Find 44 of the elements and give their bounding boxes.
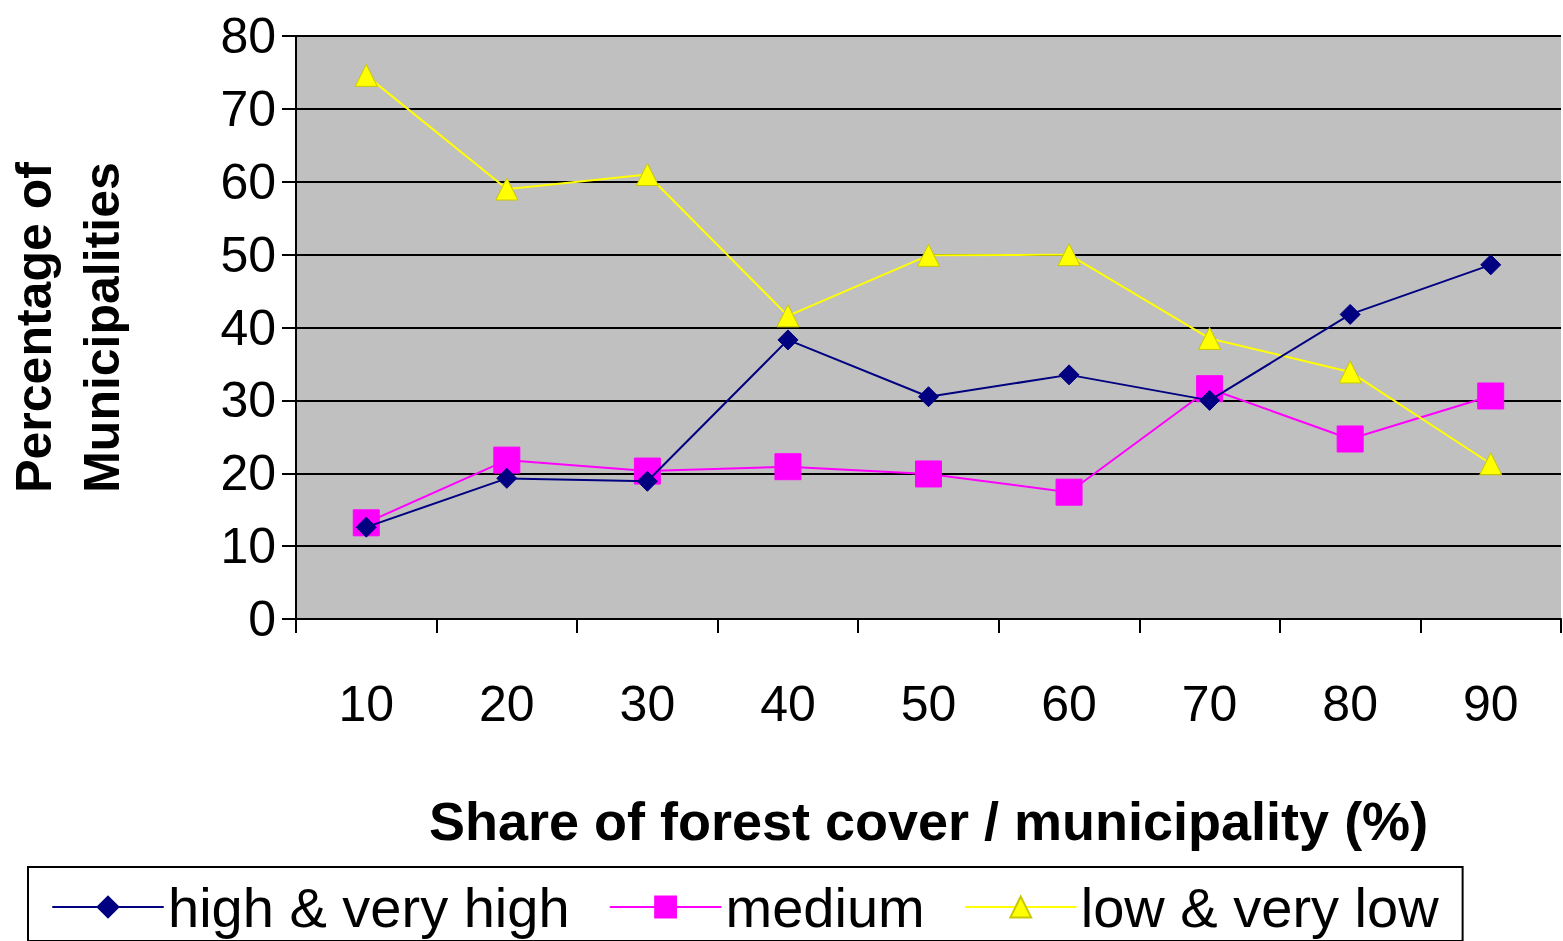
- x-tick-label: 60: [1041, 676, 1097, 732]
- y-tick-label: 20: [220, 445, 276, 502]
- x-tick-label: 80: [1322, 676, 1378, 732]
- point: [1336, 425, 1364, 453]
- x-tick-label: 30: [619, 676, 676, 732]
- point: [1477, 382, 1505, 410]
- point: [1055, 478, 1083, 506]
- legend-label: low & very low: [1080, 875, 1440, 939]
- point: [774, 453, 802, 481]
- point: [1198, 326, 1222, 350]
- x-tick-label: 90: [1462, 676, 1519, 732]
- point: [495, 177, 519, 201]
- x-tick-label: 70: [1181, 676, 1238, 732]
- point: [915, 460, 942, 488]
- x-tick-label: 50: [900, 676, 957, 732]
- y-tick-label: 80: [220, 8, 276, 64]
- point: [354, 63, 378, 87]
- y-axis-title: Percentage of Municipalities: [6, 161, 130, 493]
- point: [635, 162, 659, 186]
- point: [1480, 254, 1502, 276]
- x-tick-label: 20: [479, 676, 535, 732]
- y-tick-label: 40: [220, 299, 276, 356]
- y-tick-label: 0: [248, 591, 276, 647]
- point: [1339, 303, 1361, 325]
- x-tick-label: 40: [760, 676, 816, 732]
- point: [918, 386, 939, 408]
- point: [776, 304, 800, 328]
- point: [496, 467, 518, 489]
- point: [493, 446, 521, 474]
- legend-label: medium: [725, 875, 925, 939]
- y-tick-label: 30: [220, 372, 276, 429]
- y-tick-label: 60: [220, 153, 276, 210]
- y-tick-label: 50: [220, 226, 276, 283]
- y-tick-label: 70: [220, 80, 276, 137]
- point: [777, 329, 799, 351]
- point: [1058, 364, 1080, 386]
- point: [1057, 243, 1081, 267]
- x-tick-label: 10: [338, 676, 395, 732]
- y-tick-label: 10: [220, 518, 276, 575]
- point: [917, 243, 940, 267]
- point: [1479, 452, 1503, 476]
- point: [1338, 360, 1362, 384]
- x-axis-title: Share of forest cover / municipality (%): [428, 791, 1429, 851]
- legend-label: high & very high: [168, 875, 570, 939]
